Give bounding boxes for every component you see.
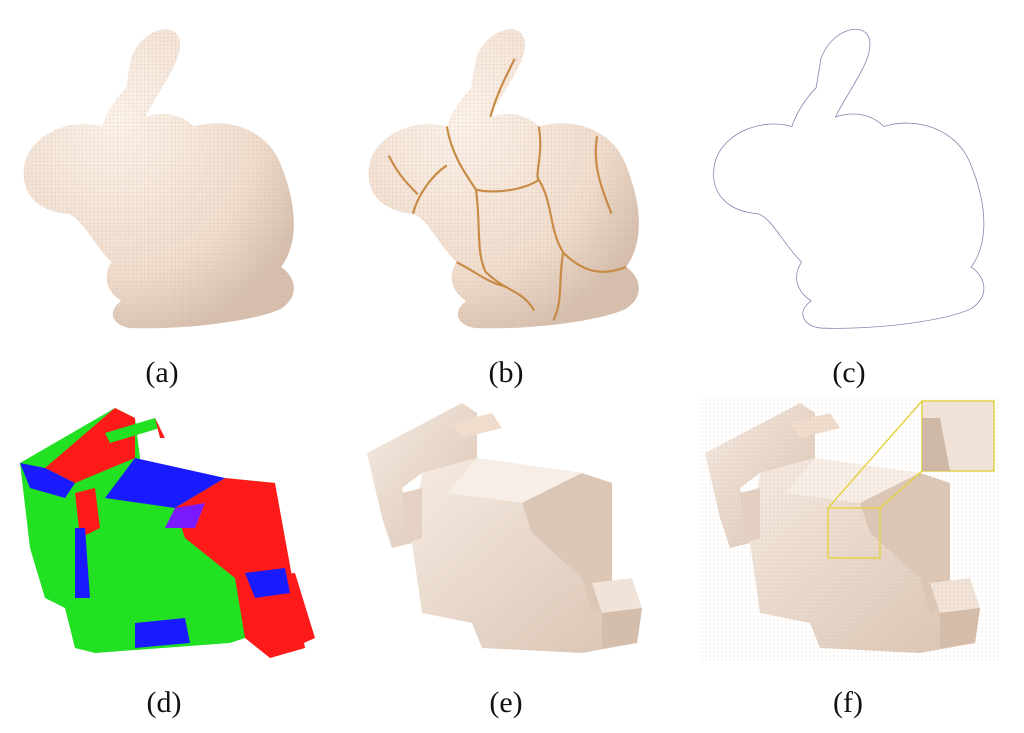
panel-b-bunny-segmentation-boundaries [355, 20, 655, 330]
panel-a-label: (a) [145, 356, 179, 389]
panel-e-label: (e) [489, 686, 523, 719]
panel-b-label: (b) [488, 356, 524, 389]
panel-f-label: (f) [833, 686, 863, 719]
panel-d-polycube-colored [15, 398, 335, 663]
panel-c-bunny-colored-segments [700, 20, 1000, 330]
panel-d-label: (d) [146, 686, 182, 719]
panel-a-bunny-mesh [10, 20, 310, 330]
panel-e-polycube-shaded [362, 398, 662, 663]
panel-c-label: (c) [832, 356, 866, 389]
panel-f-polycube-meshed [700, 398, 1000, 663]
